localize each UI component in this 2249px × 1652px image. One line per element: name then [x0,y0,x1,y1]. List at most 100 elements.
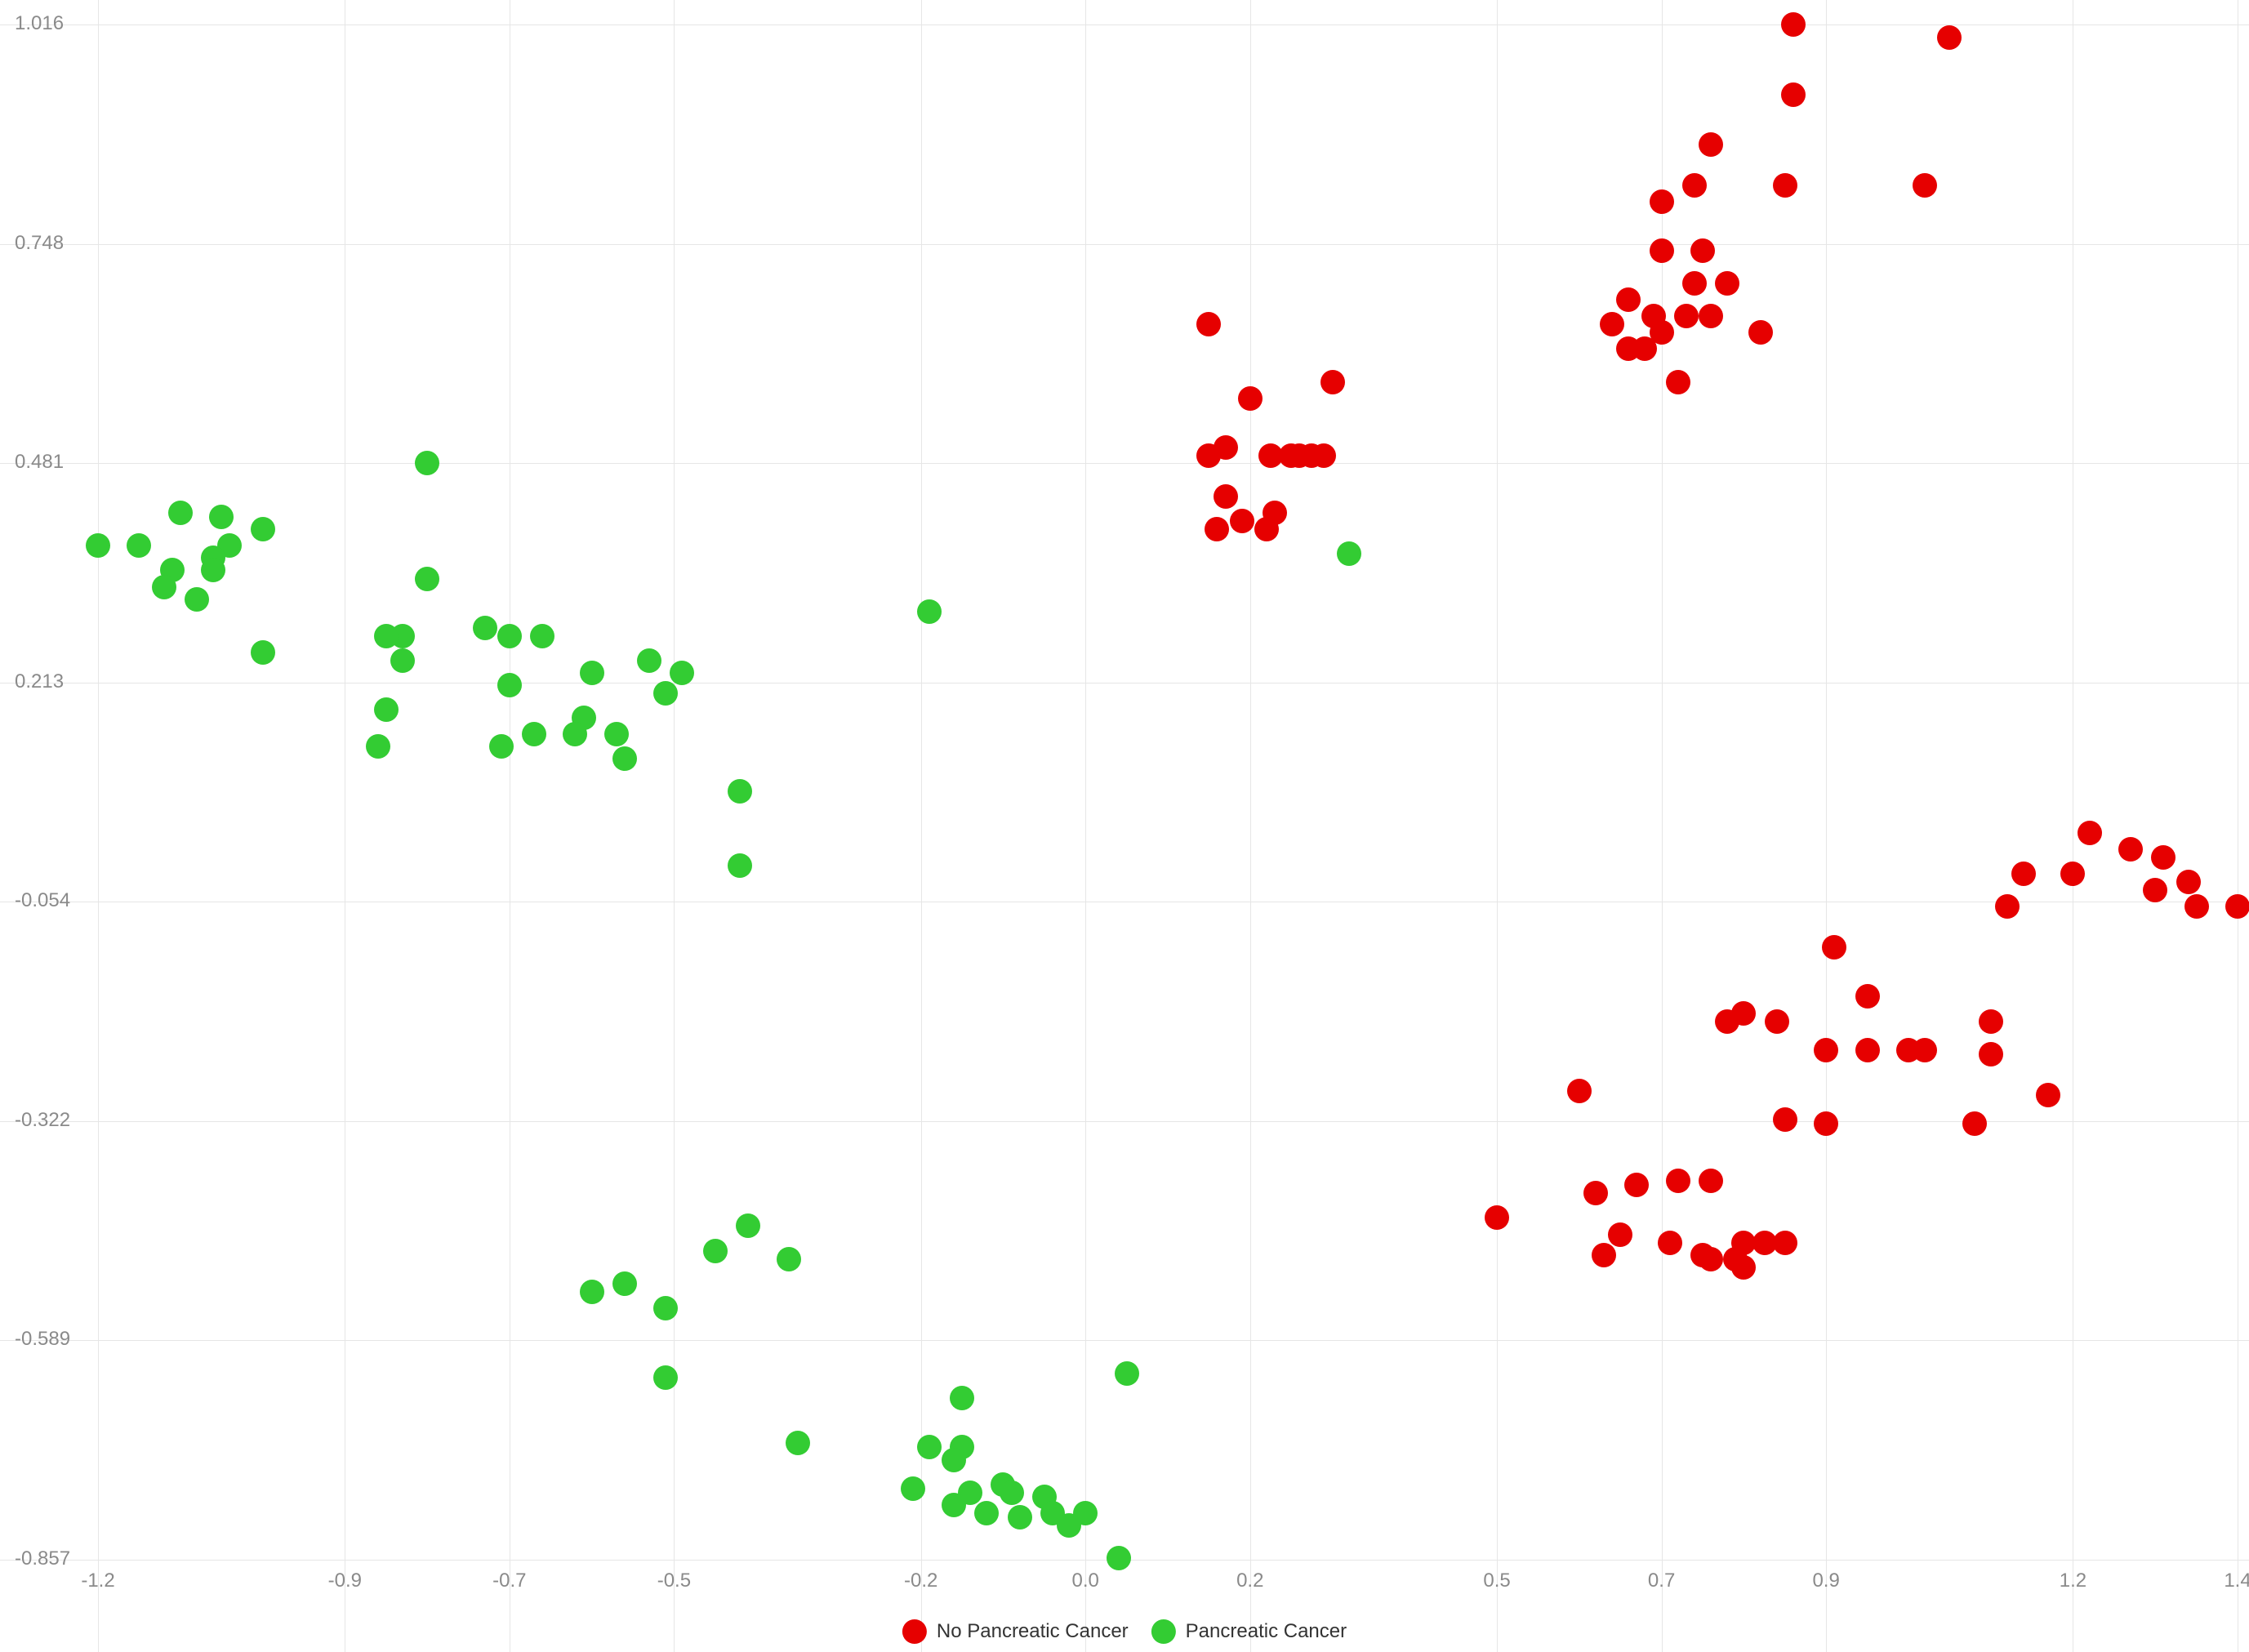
legend-swatch-icon [902,1619,927,1644]
vertical-gridline [1250,0,1251,1652]
scatter-chart: -0.857-0.589-0.322-0.0540.2130.4810.7481… [0,0,2249,1652]
data-point [1008,1505,1032,1530]
x-axis-tick-label: -0.7 [492,1570,526,1592]
data-point [2118,837,2143,862]
data-point [1699,304,1723,328]
data-point [942,1448,966,1472]
data-point [1650,238,1674,263]
data-point [653,1296,678,1320]
data-point [1320,370,1345,394]
horizontal-gridline [0,24,2249,25]
vertical-gridline [1826,0,1827,1652]
data-point [530,624,554,648]
x-axis-tick-label: 1.2 [2060,1570,2086,1592]
data-point [901,1476,925,1501]
data-point [415,567,439,591]
legend-label: No Pancreatic Cancer [937,1620,1129,1643]
data-point [1214,484,1238,509]
data-point [1658,1231,1682,1255]
data-point [1107,1546,1131,1570]
data-point [1115,1361,1139,1386]
x-axis-tick-label: -0.5 [657,1570,691,1592]
data-point [185,587,209,612]
data-point [1337,541,1361,566]
data-point [1254,517,1279,541]
vertical-gridline [98,0,99,1652]
data-point [1699,1247,1723,1271]
data-point [374,697,399,722]
vertical-gridline [921,0,922,1652]
data-point [374,624,399,648]
data-point [1600,312,1624,336]
data-point [390,648,415,673]
data-point [2143,878,2167,902]
vertical-gridline [674,0,675,1652]
x-axis-tick-label: 1.4 [2224,1570,2249,1592]
data-point [1624,1173,1649,1197]
data-point [728,853,752,878]
data-point [1765,1009,1789,1034]
data-point [1913,1038,1937,1062]
data-point [917,1435,942,1459]
data-point [653,681,678,706]
data-point [1616,287,1641,312]
data-point [1666,370,1690,394]
data-point [1230,509,1254,533]
data-point [1592,1243,1616,1267]
data-point [563,722,587,746]
data-point [1196,312,1221,336]
data-point [1715,271,1739,296]
data-point [1773,1107,1797,1132]
data-point [1773,1231,1797,1255]
data-point [1196,443,1221,468]
data-point [2184,894,2209,919]
data-point [497,673,522,697]
data-point [366,734,390,759]
data-point [777,1247,801,1271]
data-point [127,533,151,558]
horizontal-gridline [0,1121,2249,1122]
x-axis-tick-label: -0.2 [904,1570,937,1592]
data-point [1650,189,1674,214]
data-point [942,1493,966,1517]
data-point [1666,1169,1690,1193]
data-point [1690,238,1715,263]
data-point [1699,1169,1723,1193]
vertical-gridline [1497,0,1498,1652]
data-point [522,722,546,746]
horizontal-gridline [0,1340,2249,1341]
data-point [1913,173,1937,198]
data-point [1238,386,1263,411]
data-point [2060,862,2085,886]
legend-item: No Pancreatic Cancer [902,1619,1129,1644]
data-point [580,1280,604,1304]
legend-label: Pancreatic Cancer [1186,1620,1347,1643]
data-point [1937,25,1962,50]
x-axis-tick-label: 0.2 [1236,1570,1263,1592]
data-point [703,1239,728,1263]
horizontal-gridline [0,683,2249,684]
x-axis-tick-label: -1.2 [81,1570,114,1592]
data-point [1608,1222,1632,1247]
y-axis-tick-label: 0.213 [15,670,64,693]
data-point [2078,821,2102,845]
x-axis-tick-label: 0.9 [1812,1570,1839,1592]
data-point [728,779,752,804]
x-axis-tick-label: 0.5 [1483,1570,1510,1592]
data-point [1715,1009,1739,1034]
data-point [1312,443,1336,468]
data-point [415,451,439,475]
data-point [2011,862,2036,886]
data-point [251,517,275,541]
x-axis-tick-label: 0.7 [1648,1570,1675,1592]
data-point [2036,1083,2060,1107]
data-point [1822,935,1846,960]
data-point [670,661,694,685]
legend: No Pancreatic Cancer Pancreatic Cancer [902,1619,1347,1644]
data-point [168,501,193,525]
data-point [1723,1247,1748,1271]
data-point [1781,12,1806,37]
y-axis-tick-label: 0.748 [15,232,64,255]
data-point [2225,894,2249,919]
data-point [653,1365,678,1390]
